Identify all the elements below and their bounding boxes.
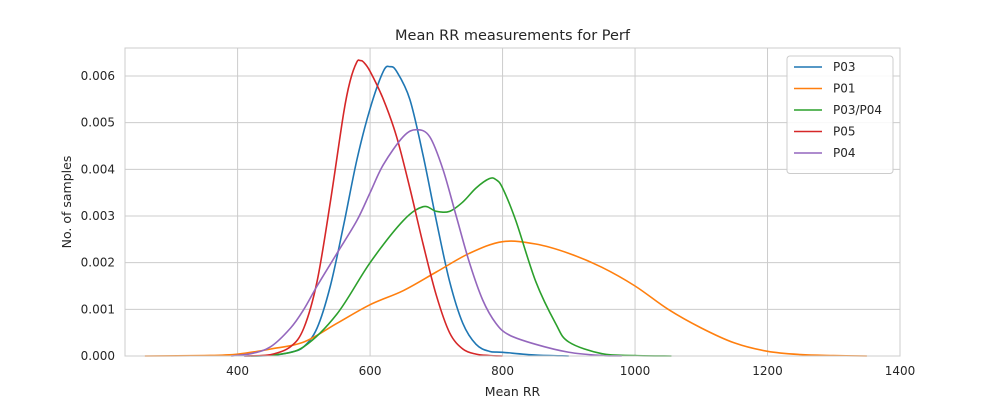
- legend-label: P04: [833, 146, 856, 160]
- series-line-p03-p04: [250, 177, 672, 357]
- legend-label: P03: [833, 60, 856, 74]
- y-tick-label: 0.003: [81, 209, 115, 223]
- series-line-p03: [244, 65, 569, 357]
- series-line-p01: [144, 240, 867, 357]
- series-lines: [144, 59, 867, 357]
- y-tick-label: 0.001: [81, 302, 115, 316]
- y-axis-label: No. of samples: [59, 156, 74, 249]
- legend-label: P01: [833, 82, 856, 96]
- x-axis-label: Mean RR: [485, 384, 541, 399]
- grid: [125, 48, 901, 357]
- series-line-p04: [230, 128, 622, 357]
- y-tick-label: 0.005: [81, 116, 115, 130]
- legend: P03 P01 P03/P04 P05 P04: [786, 55, 894, 174]
- y-axis-ticks: 0.000 0.001 0.002 0.003 0.004 0.005 0.006: [81, 69, 115, 363]
- legend-label: P03/P04: [833, 103, 882, 117]
- y-tick-label: 0.004: [81, 162, 115, 176]
- plot-frame: [124, 47, 901, 357]
- x-tick-label: 400: [226, 364, 249, 378]
- series-line-p05: [244, 59, 503, 357]
- legend-box: [786, 55, 894, 174]
- x-tick-label: 600: [359, 364, 382, 378]
- x-tick-label: 1400: [885, 364, 916, 378]
- x-tick-label: 800: [491, 364, 514, 378]
- y-tick-label: 0.006: [81, 69, 115, 83]
- x-tick-label: 1200: [752, 364, 783, 378]
- x-axis-ticks: 400 600 800 1000 1200 1400: [226, 364, 915, 378]
- x-tick-label: 1000: [620, 364, 651, 378]
- y-tick-label: 0.000: [81, 349, 115, 363]
- legend-label: P05: [833, 125, 856, 139]
- y-tick-label: 0.002: [81, 256, 115, 270]
- chart-title: Mean RR measurements for Perf: [395, 28, 631, 44]
